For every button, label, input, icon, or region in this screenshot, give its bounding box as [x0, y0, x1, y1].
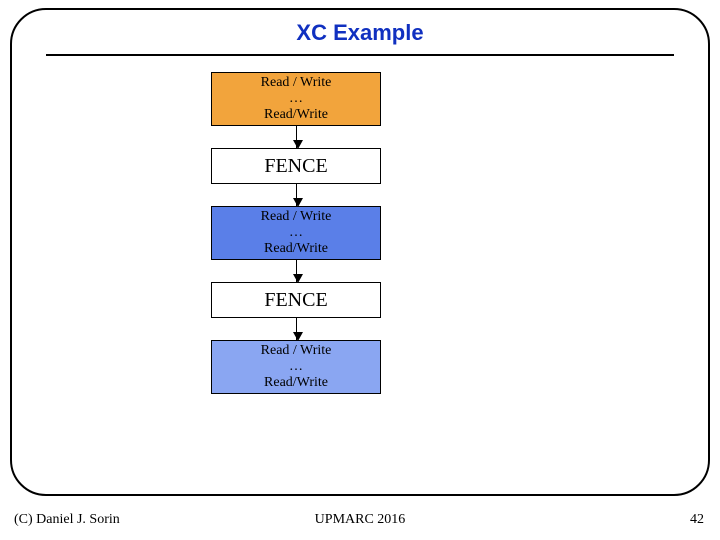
arrow [296, 260, 297, 282]
rw-block-1: Read / Write … Read/Write [211, 72, 381, 126]
rw-block-2: Read / Write … Read/Write [211, 206, 381, 260]
slide-title: XC Example [12, 20, 708, 46]
rw-block-3: Read / Write … Read/Write [211, 340, 381, 394]
rw-text: … [289, 359, 303, 375]
fence-block-1: FENCE [211, 148, 381, 184]
arrow [296, 318, 297, 340]
conference-text: UPMARC 2016 [0, 512, 720, 528]
fence-text: FENCE [264, 289, 327, 312]
rw-text: Read / Write [261, 209, 332, 225]
title-rule [46, 54, 674, 56]
fence-block-2: FENCE [211, 282, 381, 318]
rw-text: … [289, 91, 303, 107]
fence-text: FENCE [264, 155, 327, 178]
rw-text: Read / Write [261, 75, 332, 91]
slide-frame: XC Example Read / Write … Read/Write FEN… [10, 8, 710, 496]
arrow [296, 126, 297, 148]
rw-text: Read/Write [264, 375, 328, 391]
rw-text: Read/Write [264, 107, 328, 123]
rw-text: Read/Write [264, 241, 328, 257]
rw-text: Read / Write [261, 343, 332, 359]
page-number: 42 [690, 512, 704, 528]
arrow [296, 184, 297, 206]
rw-text: … [289, 225, 303, 241]
